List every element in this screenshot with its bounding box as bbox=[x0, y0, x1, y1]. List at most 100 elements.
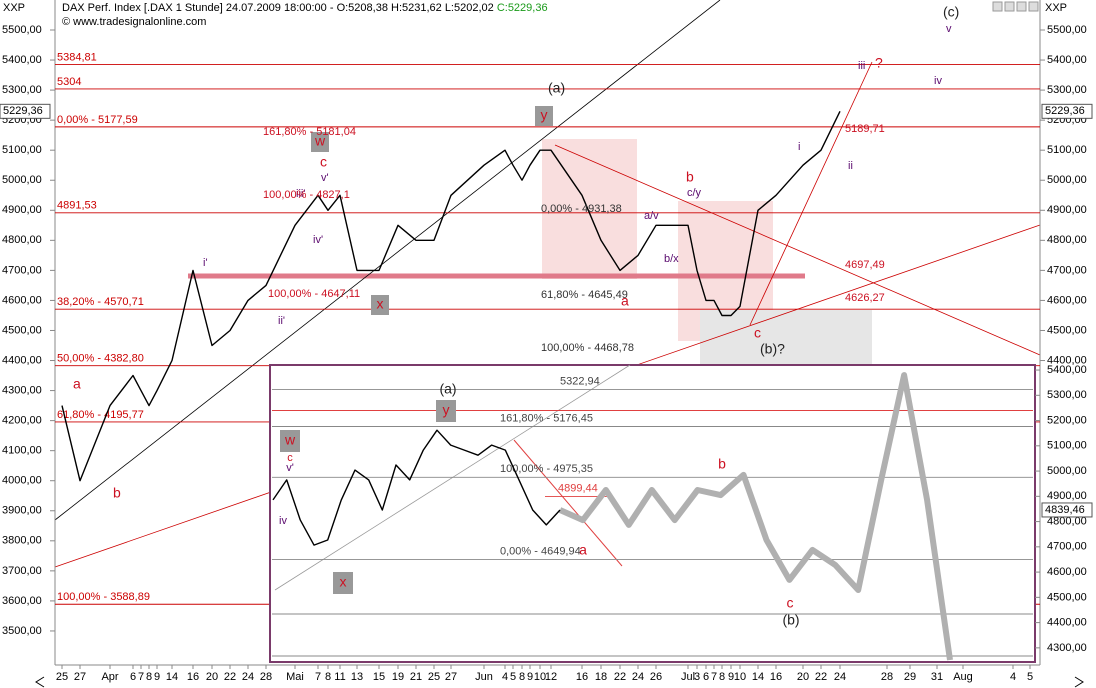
annotation: 61,80% - 4645,49 bbox=[541, 289, 628, 301]
x-tick-label: 27 bbox=[74, 671, 86, 683]
y-tick-label: 4300,00 bbox=[1047, 642, 1087, 654]
x-tick-label: 16 bbox=[576, 671, 588, 683]
y-tick-label: 3500,00 bbox=[2, 625, 42, 637]
x-tick-label: 13 bbox=[351, 671, 363, 683]
y-tick-label: 4200,00 bbox=[2, 415, 42, 427]
y-tick-label: 4600,00 bbox=[1047, 566, 1087, 578]
level-label: 4891,53 bbox=[57, 200, 97, 212]
x-tick-label: 5 bbox=[1027, 671, 1033, 683]
x-tick-label: 24 bbox=[632, 671, 644, 683]
x-tick-label: 7 bbox=[138, 671, 144, 683]
button[interactable] bbox=[992, 1, 1003, 12]
scroll-right[interactable] bbox=[1074, 676, 1084, 688]
level-label: 38,20% - 4570,71 bbox=[57, 296, 144, 308]
zone bbox=[542, 139, 637, 279]
annotation: c bbox=[787, 595, 794, 611]
y-tick-label: 4700,00 bbox=[1047, 264, 1087, 276]
label-box bbox=[311, 132, 329, 152]
button[interactable] bbox=[1004, 1, 1015, 12]
annotation: b bbox=[718, 456, 726, 472]
x-tick-label: 16 bbox=[770, 671, 782, 683]
y-tick-label: 5300,00 bbox=[1047, 84, 1087, 96]
projection-line bbox=[558, 372, 953, 661]
x-tick-label: 6 bbox=[130, 671, 136, 683]
y-tick-label: 4900,00 bbox=[2, 204, 42, 216]
annotation: 100,00% - 4468,78 bbox=[541, 342, 634, 354]
x-tick-label: 7 bbox=[711, 671, 717, 683]
x-tick-label: 24 bbox=[242, 671, 254, 683]
close: C:5229,36 bbox=[497, 2, 548, 14]
trend-line bbox=[554, 144, 1041, 356]
annotation: a bbox=[621, 293, 629, 309]
y-tick-label: 5400,00 bbox=[2, 54, 42, 66]
annotation: 161,80% - 5181,04 bbox=[263, 126, 356, 138]
x-tick-label: 22 bbox=[815, 671, 827, 683]
annotation: w bbox=[314, 133, 326, 149]
button[interactable] bbox=[1028, 1, 1039, 12]
x-tick-label: 16 bbox=[187, 671, 199, 683]
x-tick-label: 28 bbox=[260, 671, 272, 683]
x-tick-label: 11 bbox=[334, 671, 345, 683]
annotation: 5189,71 bbox=[845, 123, 885, 135]
y-tick-label: 4800,00 bbox=[1047, 234, 1087, 246]
annotation: 0,00% - 4931,38 bbox=[541, 203, 622, 215]
x-tick-label: 18 bbox=[595, 671, 607, 683]
x-tick-label: 9 bbox=[728, 671, 734, 683]
level-label: 5304 bbox=[57, 76, 81, 88]
x-tick-label: 19 bbox=[392, 671, 404, 683]
inset-chart: 4300,00 4400,00 4500,00 4600,00 4700,00 4800,… bbox=[269, 364, 1093, 663]
annotation: a/v bbox=[644, 210, 659, 222]
label-box bbox=[333, 572, 353, 594]
level-label: 61,80% - 4195,77 bbox=[57, 409, 144, 421]
y-tick-label: 5400,00 bbox=[1047, 364, 1087, 376]
annotation: v bbox=[946, 23, 952, 35]
scroll-left[interactable] bbox=[35, 676, 45, 688]
y-tick-label: 5300,00 bbox=[1047, 389, 1087, 401]
y-tick-label: 4300,00 bbox=[2, 384, 42, 396]
y-tick-label: 5200,00 bbox=[1047, 414, 1087, 426]
x-tick-label: 4 bbox=[1010, 671, 1016, 683]
price-line bbox=[61, 110, 841, 482]
chart-title: DAX Perf. Index [.DAX 1 Stunde] 24.07.20… bbox=[62, 2, 548, 14]
button[interactable] bbox=[1016, 1, 1027, 12]
x-tick-label: Jul bbox=[681, 671, 695, 683]
x-tick-label: Jun bbox=[475, 671, 493, 683]
x-tick-label: 20 bbox=[797, 671, 809, 683]
annotation: (b)? bbox=[760, 341, 785, 357]
annotation: iii bbox=[858, 60, 865, 72]
annotation: (b) bbox=[782, 612, 799, 628]
y-tick-label: 5000,00 bbox=[1047, 174, 1087, 186]
annotation: 4626,27 bbox=[845, 292, 885, 304]
x-tick-label: 9 bbox=[527, 671, 533, 683]
annotation: a bbox=[579, 542, 587, 558]
x-tick-label: 5 bbox=[510, 671, 516, 683]
annotation: x bbox=[340, 574, 347, 590]
x-tick-label: 8 bbox=[719, 671, 725, 683]
annotation: x bbox=[377, 296, 384, 312]
y-tick-label: 4400,00 bbox=[1047, 617, 1087, 629]
y-tick-label: 4500,00 bbox=[1047, 591, 1087, 603]
annotation: i' bbox=[203, 257, 208, 269]
annotation: ii bbox=[848, 160, 853, 172]
y-tick-label: 4600,00 bbox=[1047, 294, 1087, 306]
x-tick-label: 22 bbox=[224, 671, 236, 683]
last-price-box bbox=[1041, 502, 1093, 518]
annotation: c/y bbox=[687, 187, 702, 199]
x-tick-label: 8 bbox=[519, 671, 525, 683]
y-tick-label: 4400,00 bbox=[1047, 354, 1087, 366]
level-label: 5322,94 bbox=[560, 375, 600, 387]
annotation: y bbox=[443, 402, 450, 418]
x-tick-label: 6 bbox=[703, 671, 709, 683]
x-tick-label: Aug bbox=[953, 671, 973, 683]
annotation: b bbox=[686, 169, 694, 185]
annotation: c bbox=[754, 325, 761, 341]
y-tick-label: 4700,00 bbox=[1047, 541, 1087, 553]
y-tick-label: 3900,00 bbox=[2, 505, 42, 517]
x-tick-label: 29 bbox=[904, 671, 916, 683]
y-tick-label: 5500,00 bbox=[2, 24, 42, 36]
x-tick-label: 8 bbox=[146, 671, 152, 683]
annotation: (c) bbox=[943, 4, 959, 20]
x-tick-label: 21 bbox=[410, 671, 422, 683]
toolbar[interactable] bbox=[992, 1, 1039, 12]
